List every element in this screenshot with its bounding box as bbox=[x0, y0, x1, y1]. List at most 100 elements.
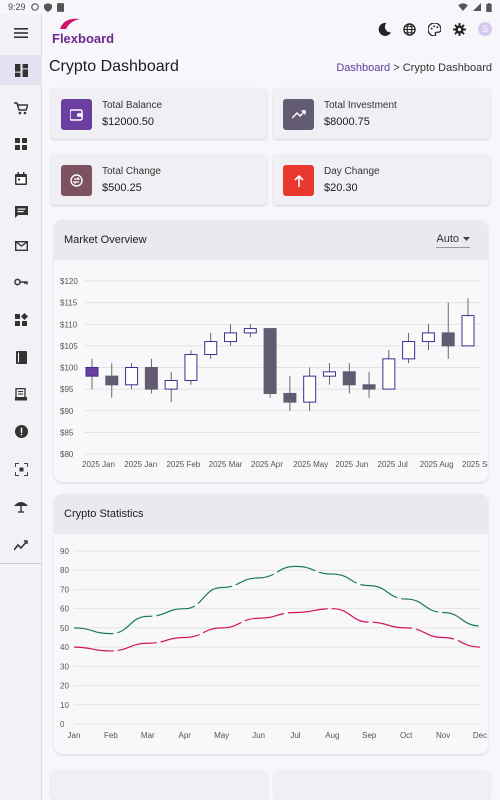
shield-icon bbox=[43, 2, 52, 12]
sim-icon bbox=[56, 2, 64, 12]
y-tick-label: 30 bbox=[60, 662, 69, 671]
candle-body bbox=[164, 379, 178, 390]
x-tick-label: Sep bbox=[362, 731, 377, 740]
y-tick-label: 40 bbox=[60, 643, 69, 652]
wallet-icon bbox=[61, 99, 92, 130]
status-time: 9:29 bbox=[8, 2, 26, 12]
candle-body bbox=[402, 341, 416, 360]
menu-icon bbox=[14, 28, 28, 38]
candle-body bbox=[125, 367, 139, 386]
panel-title: Crypto Statistics bbox=[64, 508, 144, 520]
globe-icon[interactable] bbox=[403, 22, 416, 36]
chat-icon bbox=[14, 206, 28, 218]
sidebar-item-chat[interactable] bbox=[0, 197, 42, 227]
receipt-icon bbox=[15, 387, 27, 400]
moon-icon[interactable] bbox=[378, 22, 391, 36]
palette-icon[interactable] bbox=[428, 22, 441, 36]
sidebar-item-focus[interactable] bbox=[0, 454, 42, 484]
y-tick-label: 20 bbox=[60, 682, 69, 691]
panel-header: Crypto Statistics bbox=[54, 494, 488, 534]
sidebar-item-widgets[interactable] bbox=[0, 304, 42, 334]
candle-body bbox=[263, 328, 277, 394]
arrow-up-icon bbox=[283, 165, 314, 196]
alert-icon bbox=[14, 424, 28, 438]
x-tick-label: 2025 Apr bbox=[251, 460, 283, 469]
y-tick-label: $100 bbox=[60, 364, 78, 373]
sidebar-item-umbrella[interactable] bbox=[0, 492, 42, 522]
stat-label: Total Balance bbox=[102, 100, 163, 111]
app-logo[interactable]: Flexboard bbox=[52, 31, 115, 46]
candlestick-chart: $80 $85 $90 $95 $100 $105 $110 $115 $120 2025 Jan… bbox=[60, 277, 488, 469]
stat-card-total-change[interactable]: Total Change $500.25 bbox=[51, 154, 267, 205]
x-tick-label: Dec bbox=[473, 731, 487, 740]
line-chart: 0 10 20 30 40 50 60 70 80 90 Jan Feb Mar Apr May Jun Jul… bbox=[60, 547, 487, 740]
y-tick-label: $115 bbox=[60, 299, 78, 308]
logo-mark-icon bbox=[60, 18, 80, 29]
breadcrumb-current: Crypto Dashboard bbox=[402, 62, 492, 74]
stat-card-total-balance[interactable]: Total Balance $12000.50 bbox=[51, 88, 267, 139]
stat-card-total-investment[interactable]: Total Investment $8000.75 bbox=[273, 88, 490, 139]
y-tick-label: 0 bbox=[60, 720, 65, 729]
candle-body bbox=[362, 384, 376, 390]
sidebar-item-mail[interactable] bbox=[0, 231, 42, 261]
stat-card-day-change[interactable]: Day Change $20.30 bbox=[273, 154, 490, 205]
data-saver-icon bbox=[30, 3, 39, 11]
sidebar-item-key[interactable] bbox=[0, 267, 42, 297]
apps-grid-icon bbox=[15, 138, 27, 150]
crypto-statistics-panel: Crypto Statistics 0 10 20 30 40 50 60 70 80 90 Jan… bbox=[54, 494, 488, 754]
x-tick-label: 2025 May bbox=[293, 460, 328, 469]
series-line bbox=[73, 608, 481, 652]
x-tick-label: 2025 Sep bbox=[462, 460, 488, 469]
stat-label: Day Change bbox=[324, 166, 380, 177]
x-tick-label: Mar bbox=[141, 731, 155, 740]
y-tick-label: 10 bbox=[60, 701, 69, 710]
mail-icon bbox=[14, 241, 28, 251]
stat-value: $12000.50 bbox=[102, 116, 154, 128]
x-tick-label: 2025 Jan bbox=[124, 460, 157, 469]
avatar[interactable]: S bbox=[478, 22, 492, 36]
x-tick-label: 2025 Feb bbox=[166, 460, 200, 469]
x-tick-label: May bbox=[214, 731, 229, 740]
breadcrumb: Dashboard > Crypto Dashboard bbox=[336, 62, 492, 74]
sidebar-item-receipt[interactable] bbox=[0, 379, 42, 409]
x-tick-label: Nov bbox=[436, 731, 450, 740]
menu-button[interactable] bbox=[0, 18, 42, 48]
sidebar-item-book[interactable] bbox=[0, 342, 42, 372]
sidebar-item-analytics[interactable] bbox=[0, 530, 42, 560]
breadcrumb-link-dashboard[interactable]: Dashboard bbox=[336, 62, 391, 74]
signal-icon bbox=[473, 3, 481, 11]
candle-body bbox=[184, 354, 198, 381]
sidebar-item-dashboard[interactable] bbox=[0, 55, 42, 85]
candle-body bbox=[204, 341, 218, 356]
sidebar-item-alert[interactable] bbox=[0, 416, 42, 446]
gear-icon[interactable] bbox=[453, 22, 466, 36]
widgets-icon bbox=[14, 312, 28, 326]
breadcrumb-separator: > bbox=[393, 62, 400, 74]
y-tick-label: $105 bbox=[60, 342, 78, 351]
candle-body bbox=[85, 367, 99, 377]
y-tick-label: $110 bbox=[60, 320, 78, 329]
candle-body bbox=[322, 371, 336, 377]
sidebar-item-apps[interactable] bbox=[0, 129, 42, 159]
candle-body bbox=[303, 375, 317, 403]
sidebar-item-cart[interactable] bbox=[0, 93, 42, 123]
y-tick-label: $95 bbox=[60, 385, 74, 394]
sidebar-item-calendar[interactable] bbox=[0, 163, 42, 193]
candle-body bbox=[243, 328, 257, 334]
trending-up-icon bbox=[283, 99, 314, 130]
chevron-down-icon bbox=[463, 237, 470, 241]
y-tick-label: 90 bbox=[60, 547, 69, 556]
x-tick-label: Jul bbox=[290, 731, 300, 740]
interval-dropdown[interactable]: Auto bbox=[436, 233, 470, 248]
cart-icon bbox=[14, 101, 28, 114]
candle-body bbox=[382, 358, 396, 390]
analytics-icon bbox=[14, 539, 28, 550]
y-tick-label: 60 bbox=[60, 605, 69, 614]
candle-body bbox=[283, 392, 297, 403]
y-tick-label: 70 bbox=[60, 585, 69, 594]
series-line bbox=[73, 565, 481, 635]
umbrella-icon bbox=[14, 502, 28, 513]
exchange-icon bbox=[61, 165, 92, 196]
x-tick-label: Jan bbox=[68, 731, 81, 740]
x-tick-label: 2025 Aug bbox=[420, 460, 454, 469]
